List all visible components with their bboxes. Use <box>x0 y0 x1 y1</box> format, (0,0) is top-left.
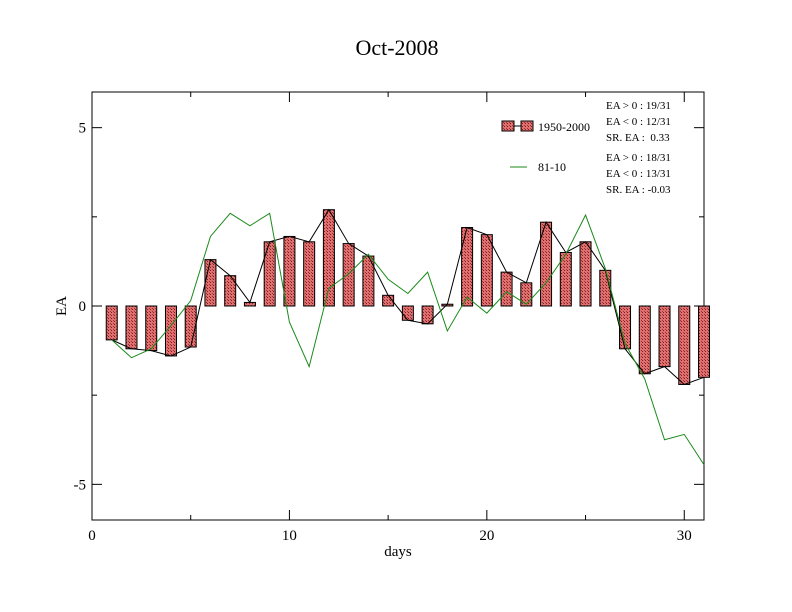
bar-day-12 <box>322 209 335 307</box>
x-axis-label: days <box>384 544 412 560</box>
bar-day-31 <box>698 305 710 378</box>
bar-day-5 <box>184 305 197 348</box>
x-tick-label: 30 <box>677 528 692 544</box>
y-tick-label: 0 <box>79 299 87 315</box>
bar-day-30 <box>678 305 691 385</box>
bar-day-4 <box>164 305 177 357</box>
stats-1950-line-3: SR. EA : 0.33 <box>606 132 670 144</box>
bar-day-20 <box>480 234 493 307</box>
stats-1950-line-2: EA < 0 : 12/31 <box>606 116 671 128</box>
bar-day-10 <box>283 235 296 307</box>
bar-day-26 <box>599 269 612 307</box>
bar-day-29 <box>658 305 671 368</box>
lines-layer <box>111 208 705 465</box>
stats-8110-line-3: SR. EA : -0.03 <box>606 184 671 196</box>
bar-day-22 <box>520 282 533 307</box>
bar-day-25 <box>579 241 592 307</box>
legend-label-1950-2000: 1950-2000 <box>538 120 590 134</box>
bar-day-19 <box>461 227 474 307</box>
stats-1950-line-1: EA > 0 : 19/31 <box>606 100 671 112</box>
y-axis-label: EA <box>54 296 70 316</box>
legend-bar-swatch-right <box>520 120 534 132</box>
bars-layer <box>105 209 710 385</box>
x-tick-label: 20 <box>479 528 494 544</box>
bar-day-6 <box>204 259 217 307</box>
bar-day-17 <box>421 305 434 325</box>
bar-day-16 <box>401 305 414 321</box>
series-81-10-line <box>111 212 705 465</box>
x-tick-label: 10 <box>282 528 297 544</box>
axes-layer: 0 10 20 30 -5 0 5 <box>74 92 704 544</box>
bar-day-9 <box>263 241 276 307</box>
stats-8110-line-1: EA > 0 : 18/31 <box>606 152 671 164</box>
chart-title: Oct-2008 <box>355 35 438 60</box>
bar-day-21 <box>500 271 513 307</box>
bar-day-13 <box>342 243 355 307</box>
bar-day-2 <box>125 305 138 350</box>
legend: 1950-2000 81-10 EA > 0 : 19/31 EA < 0 : … <box>501 100 671 196</box>
y-tick-label: -5 <box>74 477 87 493</box>
y-tick-label: 5 <box>79 121 87 137</box>
stats-8110-line-2: EA < 0 : 13/31 <box>606 168 671 180</box>
series-1950-2000-line <box>111 208 705 386</box>
x-tick-label: 0 <box>88 528 96 544</box>
legend-bar-swatch-left <box>501 120 515 132</box>
bar-day-11 <box>303 241 316 307</box>
bar-day-28 <box>638 305 651 375</box>
legend-label-81-10: 81-10 <box>538 160 566 174</box>
bar-day-1 <box>105 305 118 341</box>
